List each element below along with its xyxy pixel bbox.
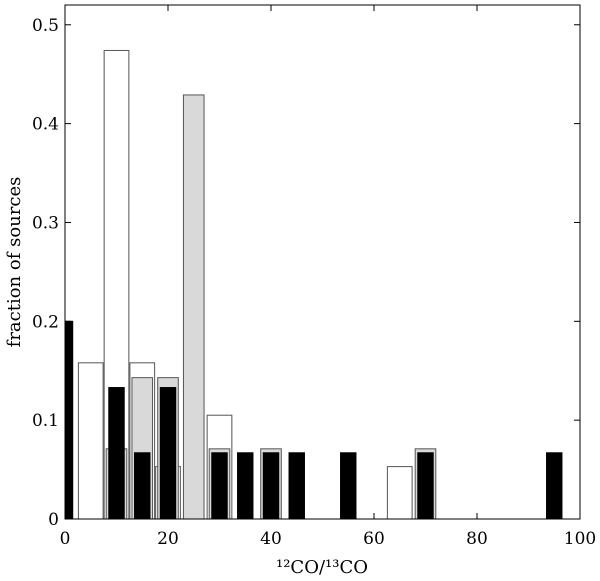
black-bar (108, 387, 125, 520)
white-bar (386, 466, 413, 520)
y-tick-label: 0.5 (32, 16, 59, 36)
black-bar (237, 452, 254, 520)
x-tick-label: 0 (60, 529, 71, 549)
x-tick-label: 20 (157, 529, 179, 549)
black-bar (546, 452, 563, 520)
x-tick-label: 100 (564, 529, 596, 549)
x-tick-label: 60 (363, 529, 385, 549)
black-bar (288, 452, 305, 520)
white-bar (77, 362, 104, 520)
y-tick-label: 0.2 (32, 312, 59, 332)
y-tick-label: 0.1 (32, 411, 59, 431)
axis-ticks: 0 20 40 60 80 100 0 0.1 0.2 0.3 0.4 0.5 (32, 5, 596, 549)
black-bar (340, 452, 357, 520)
black-bar (417, 452, 434, 520)
y-tick-label: 0 (48, 510, 59, 530)
gray-bar (182, 94, 205, 520)
x-axis-title: ¹²CO/¹³CO (276, 557, 368, 578)
black-bar (134, 452, 151, 520)
y-tick-label: 0.3 (32, 213, 59, 233)
y-axis-title: fraction of sources (4, 177, 25, 348)
black-bar (262, 452, 280, 520)
x-tick-label: 40 (260, 529, 282, 549)
plot-frame (64, 4, 581, 520)
bars-group (64, 49, 563, 520)
x-tick-label: 80 (466, 529, 488, 549)
y-tick-label: 0.4 (32, 115, 59, 135)
black-bar (211, 452, 228, 520)
black-bar (159, 387, 177, 520)
